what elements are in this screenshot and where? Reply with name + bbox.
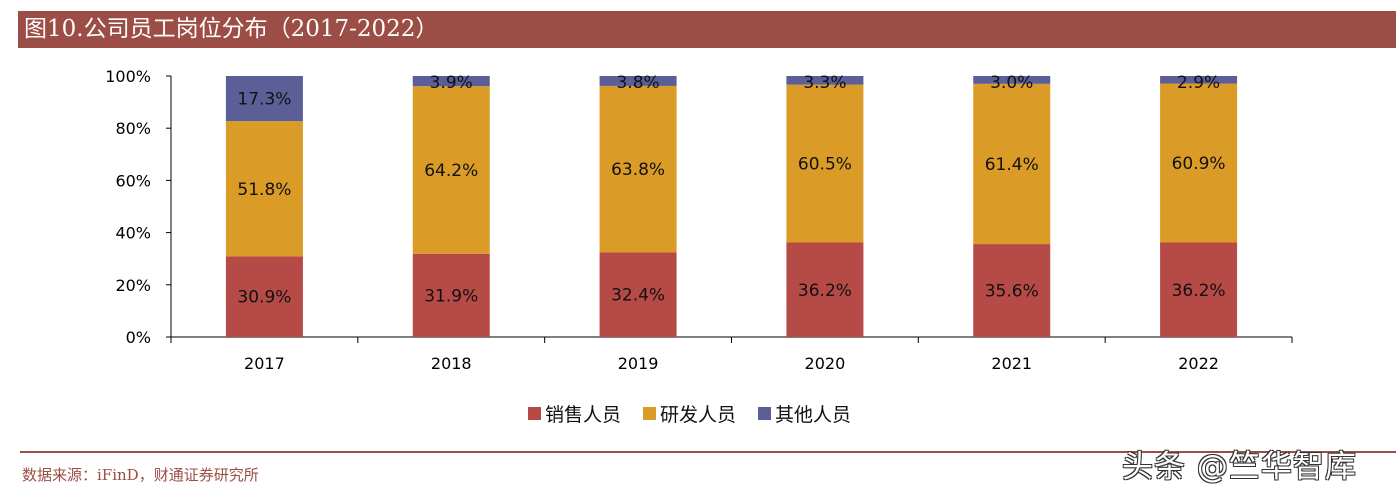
legend-label-other: 其他人员 [775,404,852,426]
bar-segment-other-2020 [786,76,864,85]
source-note: 数据来源：iFinD，财通证券研究所 [22,466,259,484]
legend-item-sales: 销售人员 [528,400,621,427]
bar-segment-sales-2021 [973,244,1051,337]
x-tick-label: 2017 [244,354,285,373]
legend-label-rnd: 研发人员 [660,404,737,426]
stacked-bar-chart: 0% 20% 40% 60% 80% 100% 2017 2018 2019 2020 2021 20… [105,67,1293,373]
x-tick-label: 2018 [431,354,472,373]
bar-segment-other-2021 [973,76,1051,84]
bar-labels: 30.9% 51.8% 17.3% 31.9% 64.2% 3.9% 32.4% 63.8% 3… [237,73,1225,308]
bar-segment-rnd-2019 [599,85,677,253]
bar-segment-other-2018 [412,76,490,87]
bar-segment-other-2017 [225,76,303,122]
data-label-other-2020: 3.3% [803,73,846,93]
legend-item-other: 其他人员 [758,400,851,427]
data-label-other-2021: 3.0% [990,73,1033,93]
data-label-rnd-2019: 63.8% [611,160,665,180]
bar-segment-sales-2019 [599,252,677,337]
title-bar: 图10.公司员工岗位分布（2017-2022） [18,11,1396,48]
data-label-other-2019: 3.8% [616,73,659,93]
bar-segment-sales-2022 [1160,242,1238,337]
data-label-rnd-2022: 60.9% [1172,154,1226,174]
bar-segment-sales-2017 [225,256,303,337]
legend-item-rnd: 研发人员 [643,400,736,427]
y-tick-label: 80% [115,119,151,138]
bar-segment-rnd-2020 [786,84,864,243]
data-label-rnd-2017: 51.8% [237,180,291,200]
bar-segment-other-2022 [1160,76,1238,84]
legend-swatch-other [758,407,772,420]
bar-segment-rnd-2021 [973,83,1051,245]
y-tick-label: 100% [105,67,151,86]
bar-segment-rnd-2018 [412,86,490,254]
bar-segment-other-2019 [599,76,677,86]
data-label-sales-2021: 35.6% [985,282,1039,302]
y-tick-label: 0% [126,328,151,347]
watermark: 头条 @竺华智库 [1122,449,1357,485]
chart-title: 图10.公司员工岗位分布（2017-2022） [24,16,439,42]
data-label-rnd-2021: 61.4% [985,155,1039,175]
data-label-sales-2019: 32.4% [611,286,665,306]
data-label-rnd-2018: 64.2% [424,161,478,181]
bar-segment-rnd-2017 [225,121,303,257]
legend: 销售人员 研发人员 其他人员 [528,400,851,427]
x-tick-label: 2022 [1178,354,1219,373]
bar-segment-sales-2018 [412,253,490,337]
legend-swatch-sales [528,407,541,420]
legend-swatch-rnd [643,407,657,420]
data-label-other-2017: 17.3% [237,90,291,110]
data-label-sales-2020: 36.2% [798,281,852,301]
bars [225,76,1238,337]
data-label-rnd-2020: 60.5% [798,155,852,175]
x-tick-label: 2019 [618,354,659,373]
data-label-sales-2022: 36.2% [1172,281,1226,301]
data-label-other-2018: 3.9% [430,73,473,93]
data-label-other-2022: 2.9% [1177,73,1220,93]
bar-segment-sales-2020 [786,242,864,337]
data-label-sales-2018: 31.9% [424,286,478,306]
data-label-sales-2017: 30.9% [237,288,291,308]
legend-label-sales: 销售人员 [545,404,622,426]
y-tick-label: 20% [115,276,151,295]
footer-divider [20,451,1396,453]
x-tick-label: 2020 [805,354,846,373]
y-tick-label: 60% [115,171,151,190]
y-tick-label: 40% [115,224,151,243]
axes: 0% 20% 40% 60% 80% 100% 2017 2018 2019 2020 2021 20… [105,67,1293,373]
x-tick-label: 2021 [991,354,1032,373]
bar-segment-rnd-2022 [1160,83,1238,243]
